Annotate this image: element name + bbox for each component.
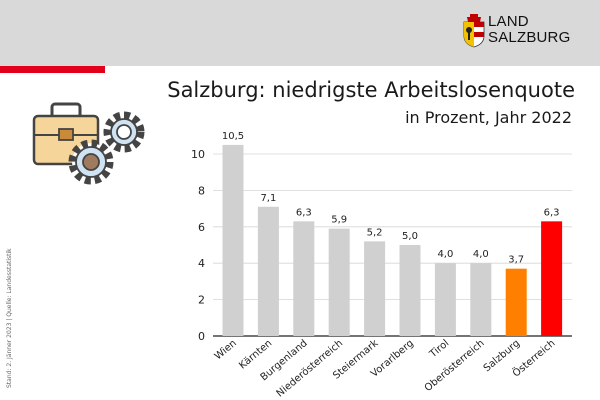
y-tick-label: 2 bbox=[198, 294, 205, 307]
header-bar bbox=[0, 0, 600, 66]
land-salzburg-logo: LAND SALZBURG bbox=[463, 14, 583, 54]
category-labels: WienKärntenBurgenlandNiederösterreichSte… bbox=[213, 336, 558, 399]
y-tick-label: 8 bbox=[198, 184, 205, 197]
logo-line-2: SALZBURG bbox=[488, 29, 571, 46]
bar bbox=[328, 228, 350, 336]
category-label: Niederösterreich bbox=[275, 338, 346, 400]
logo-line-1: LAND bbox=[488, 13, 529, 30]
value-label: 5,0 bbox=[402, 231, 418, 242]
bar bbox=[257, 206, 279, 336]
gear-icon bbox=[103, 111, 145, 153]
chart-subtitle: in Prozent, Jahr 2022 bbox=[405, 108, 572, 127]
value-label: 3,7 bbox=[508, 255, 524, 266]
value-label: 10,5 bbox=[222, 131, 244, 142]
value-label: 7,1 bbox=[260, 193, 276, 204]
coat-of-arms-icon bbox=[463, 14, 485, 48]
y-tick-label: 10 bbox=[191, 148, 205, 161]
value-label: 6,3 bbox=[544, 207, 560, 218]
bar bbox=[399, 245, 421, 336]
value-label: 4,0 bbox=[473, 249, 489, 260]
bar bbox=[470, 263, 492, 336]
value-label: 5,2 bbox=[367, 227, 383, 238]
chart-title: Salzburg: niedrigste Arbeitslosenquote bbox=[167, 78, 575, 102]
category-label: Oberösterreich bbox=[423, 338, 487, 394]
category-label: Wien bbox=[213, 338, 239, 362]
y-tick-label: 4 bbox=[198, 257, 205, 270]
y-axis: 0 2 4 6 8 10 bbox=[191, 148, 205, 343]
category-label: Tirol bbox=[427, 338, 451, 361]
briefcase-gears-icon bbox=[32, 102, 145, 185]
bar bbox=[434, 263, 456, 336]
bar bbox=[541, 221, 563, 336]
y-tick-label: 0 bbox=[198, 330, 205, 343]
value-labels: 10,5 7,1 6,3 5,9 5,2 5,0 4,0 4,0 3,7 6,3 bbox=[222, 131, 560, 266]
bar bbox=[293, 221, 315, 336]
y-tick-label: 6 bbox=[198, 221, 205, 234]
accent-stripe bbox=[0, 66, 105, 73]
bar bbox=[505, 268, 527, 336]
bars bbox=[222, 144, 563, 336]
value-label: 4,0 bbox=[437, 249, 453, 260]
value-label: 5,9 bbox=[331, 215, 347, 226]
bar bbox=[222, 144, 244, 336]
bar bbox=[364, 241, 386, 336]
value-label: 6,3 bbox=[296, 207, 312, 218]
gear-icon bbox=[68, 139, 114, 185]
logo-text: LAND SALZBURG bbox=[488, 14, 570, 46]
